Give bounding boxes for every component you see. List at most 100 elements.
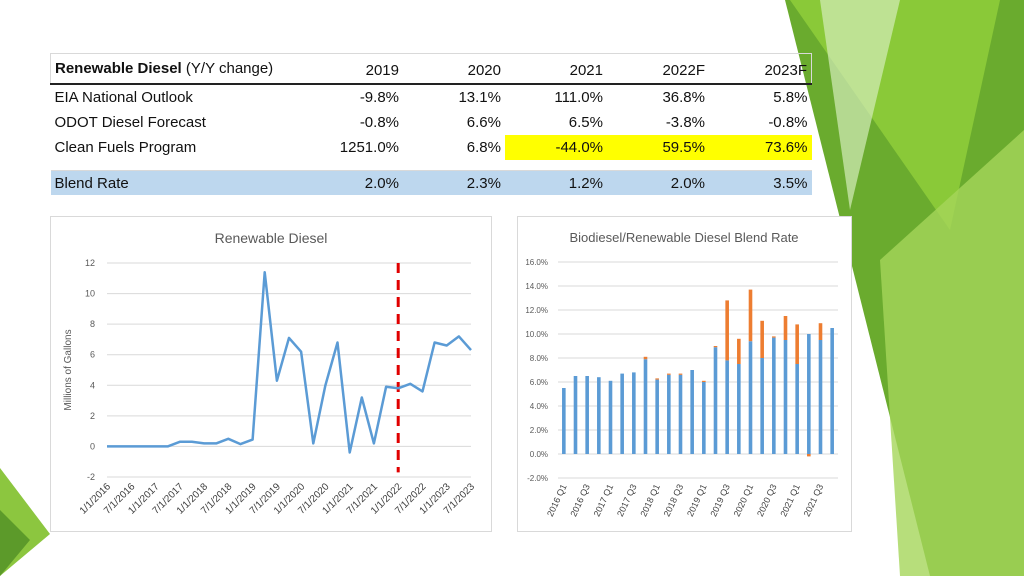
table-cell: 2.3% (403, 170, 505, 195)
bar-segment (655, 379, 659, 454)
header-year: 2019 (301, 53, 403, 85)
bar-segment (783, 340, 788, 454)
deco-shape-left-dark (0, 510, 30, 576)
bar-segment (585, 376, 589, 454)
series-line (107, 270, 472, 454)
table-row: Clean Fuels Program 1251.0% 6.8% -44.0% … (51, 135, 812, 160)
table-cell: 6.8% (466, 139, 501, 156)
blend-rate-row: Blend Rate 2.0% 2.3% 1.2% 2.0% 3.5% (50, 170, 812, 195)
bar-segment (643, 356, 648, 360)
bar-segment (690, 370, 694, 454)
table-row: EIA National Outlook -9.8% 13.1% 111.0% … (51, 84, 812, 110)
y-tick-label: 2.0% (530, 426, 548, 435)
table-header-label: Renewable Diesel (Y/Y change) (50, 53, 301, 85)
table-header-row: Renewable Diesel (Y/Y change) 2019 2020 … (50, 53, 812, 85)
table-row: ODOT Diesel Forecast -0.8% 6.6% 6.5% -3.… (51, 110, 812, 135)
y-tick-label: 10.0% (525, 330, 548, 339)
x-tick-label: 2019 Q3 (708, 483, 732, 519)
bar-segment (573, 376, 578, 454)
x-tick-label: 2020 Q1 (732, 483, 756, 519)
renewable-diesel-chart: Renewable Diesel -2 0 2 4 6 8 10 12 Millions of G… (50, 216, 492, 532)
x-tick-label: 2021 Q3 (802, 483, 826, 519)
bar-segment (783, 316, 788, 340)
bar-segment (562, 388, 566, 454)
table-cell: -3.8% (665, 114, 705, 131)
y-tick-label: 4 (90, 380, 95, 390)
bar-segment (608, 380, 613, 454)
bar-segment (632, 372, 636, 454)
renewable-diesel-table: Renewable Diesel (Y/Y change) 2019 2020 … (50, 53, 812, 195)
row-label: ODOT Diesel Forecast (54, 114, 206, 131)
table-cell: -9.8% (359, 89, 399, 106)
y-tick-label: 12 (85, 258, 95, 268)
bar-segment (760, 320, 764, 358)
table-header-title: Renewable Diesel (55, 60, 182, 77)
y-tick-label: 0.0% (530, 450, 548, 459)
bar-segment (737, 338, 741, 364)
table-cell: 2.0% (607, 170, 709, 195)
bar-segment (748, 289, 753, 342)
x-tick-label: 2016 Q3 (568, 483, 592, 519)
x-tick-label: 2017 Q3 (615, 483, 639, 519)
table-cell: 1251.0% (339, 139, 399, 156)
bar-segment (725, 300, 729, 361)
header-year: 2022F (607, 53, 709, 85)
bar-segment (772, 336, 776, 338)
y-tick-label: 10 (85, 289, 95, 299)
table-cell: 111.0% (554, 89, 603, 106)
y-tick-label: 8 (90, 319, 95, 329)
table-cell: 13.1% (458, 89, 501, 106)
table-cell: 6.6% (466, 114, 501, 131)
table-cell: -0.8% (768, 114, 808, 131)
header-year: 2023F (709, 53, 812, 85)
y-tick-label: -2 (87, 472, 95, 482)
table-cell: 36.8% (662, 89, 705, 106)
bar-segment (748, 341, 753, 454)
bar-segment (597, 377, 601, 454)
header-year: 2021 (505, 53, 607, 85)
table-cell: 2.0% (301, 170, 403, 195)
y-tick-label: 14.0% (525, 282, 548, 291)
y-tick-label: 12.0% (525, 306, 548, 315)
bar-segment (818, 340, 823, 454)
y-tick-label: 0 (90, 441, 95, 451)
bar-segment (772, 337, 776, 454)
table-cell-highlighted: -44.0% (505, 135, 607, 160)
deco-shape-right-mid (880, 130, 1024, 576)
x-tick-label: 2017 Q1 (592, 483, 616, 519)
x-tick-label: 2018 Q1 (638, 483, 662, 519)
bar-segment (818, 323, 823, 340)
blend-rate-chart: Biodiesel/Renewable Diesel Blend Rate -2.… (517, 216, 852, 532)
y-axis-label: Millions of Gallons (63, 329, 74, 410)
bar-segment (737, 364, 741, 454)
x-tick-label: 2018 Q3 (662, 483, 686, 519)
chart-title: Renewable Diesel (215, 230, 328, 246)
table-cell: 1.2% (505, 170, 607, 195)
deco-shape-right-pale (820, 0, 900, 210)
bar-segment (713, 346, 718, 348)
bar-segment (667, 373, 671, 375)
y-tick-label: 4.0% (530, 402, 548, 411)
x-tick-label: 2016 Q1 (545, 483, 569, 519)
y-tick-label: 2 (90, 411, 95, 421)
bar-segment (702, 380, 706, 382)
y-tick-label: -2.0% (527, 474, 548, 483)
header-year: 2020 (403, 53, 505, 85)
bar-segment (807, 334, 811, 454)
row-label: EIA National Outlook (54, 89, 193, 106)
bar-segment (667, 374, 671, 454)
x-tick-label: 2019 Q1 (685, 483, 709, 519)
bar-segment (795, 364, 799, 454)
bar-segment (655, 378, 659, 380)
x-tick-label: 2021 Q1 (778, 483, 802, 519)
y-tick-label: 6 (90, 350, 95, 360)
table-cell: 6.5% (568, 114, 603, 131)
blend-rate-chart-svg: Biodiesel/Renewable Diesel Blend Rate -2.… (525, 230, 838, 519)
table-cell: 5.8% (773, 89, 808, 106)
row-label: Blend Rate (50, 170, 301, 195)
bar-segment (830, 328, 834, 454)
table-header-subtitle: (Y/Y change) (181, 60, 274, 77)
bar-segment (760, 358, 764, 454)
table-cell: 3.5% (709, 170, 812, 195)
chart-title: Biodiesel/Renewable Diesel Blend Rate (569, 230, 798, 245)
